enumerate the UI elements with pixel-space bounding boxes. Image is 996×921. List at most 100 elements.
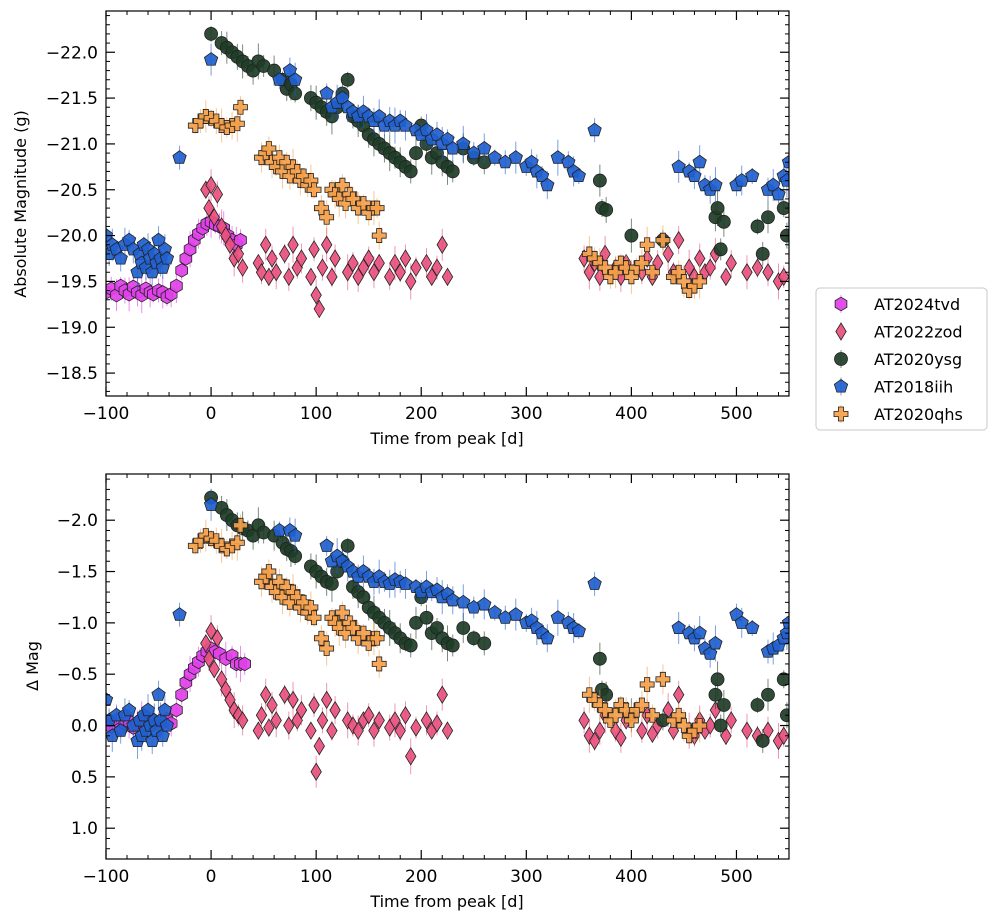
data-point-at2022zod <box>287 235 299 255</box>
data-point-at2018iih <box>140 702 156 717</box>
data-point-at2022zod <box>389 711 401 730</box>
data-point-at2022zod <box>405 747 417 766</box>
data-point-at2022zod <box>363 706 375 725</box>
data-point-at2018iih <box>172 607 187 621</box>
data-point-at2020ysg <box>592 651 607 666</box>
data-point-at2022zod <box>725 711 737 730</box>
data-point-at2020qhs <box>608 707 624 723</box>
data-point-at2018iih <box>121 702 137 717</box>
data-point-at2018iih <box>151 232 166 247</box>
data-point-at2022zod <box>260 685 272 704</box>
bottom-data-points <box>106 488 789 788</box>
data-point-at2024tvd <box>170 702 183 718</box>
data-point-at2020qhs <box>639 237 655 253</box>
bottom-x-axis-label: Time from peak [d] <box>369 892 523 911</box>
data-point-at2018iih <box>587 122 602 137</box>
data-point-at2020qhs <box>692 274 708 289</box>
data-point-at2018iih <box>487 150 502 164</box>
data-point-at2020qhs <box>319 209 335 225</box>
data-point-at2018iih <box>113 251 128 265</box>
y-tick-label: −20.0 <box>46 227 98 247</box>
data-point-at2022zod <box>278 244 291 264</box>
data-point-at2022zod <box>224 235 236 255</box>
data-point-at2022zod <box>662 244 674 264</box>
data-point-at2022zod <box>384 267 396 287</box>
top-data-points <box>106 25 789 319</box>
data-point-at2022zod <box>673 685 685 704</box>
top-y-ticks: −22.0 −21.5 −21.0 −20.5 −20.0 −19.5 −19.0 −18.5 <box>46 15 789 392</box>
data-point-at2022zod <box>441 721 454 740</box>
data-point-at2022zod <box>200 634 212 653</box>
data-point-at2018iih <box>771 186 786 201</box>
legend-label: AT2018iih <box>874 378 953 397</box>
data-point-at2020qhs <box>306 182 322 198</box>
data-point-at2022zod <box>368 721 380 740</box>
data-point-at2020ysg <box>716 698 731 712</box>
data-point-at2020ysg <box>599 203 614 217</box>
legend-marker-circle-icon <box>834 352 848 366</box>
data-point-at2022zod <box>310 762 322 781</box>
data-point-at2020ysg <box>445 638 460 653</box>
top-x-ticks: −100 0 100 200 300 400 500 <box>83 11 779 424</box>
x-tick-label: −100 <box>83 404 130 424</box>
data-point-at2020qhs <box>634 697 650 713</box>
data-point-at2022zod <box>278 685 291 704</box>
data-point-at2020ysg <box>204 27 218 41</box>
data-point-at2020qhs <box>639 677 655 692</box>
data-point-at2020ysg <box>713 718 728 733</box>
legend-item-at2020ysg: AT2020ysg <box>834 350 962 369</box>
x-tick-label: 400 <box>615 867 647 887</box>
data-point-at2018iih <box>159 718 175 732</box>
data-point-at2018iih <box>288 528 303 542</box>
data-point-at2020qhs <box>645 707 660 723</box>
bottom-y-ticks: −2.0 −1.5 −1.0 −0.5 0.0 0.5 1.0 <box>57 478 789 860</box>
legend-label: AT2024tvd <box>874 295 960 314</box>
data-point-at2022zod <box>270 262 282 282</box>
data-point-at2020qhs <box>692 718 708 733</box>
data-point-at2020ysg <box>445 164 460 179</box>
data-point-at2022zod <box>263 718 275 737</box>
data-point-at2022zod <box>725 253 737 273</box>
data-point-at2022zod <box>394 721 406 740</box>
data-point-at2020ysg <box>761 687 775 702</box>
data-point-at2018iih <box>151 687 166 701</box>
data-point-at2018iih <box>781 154 789 169</box>
data-point-at2022zod <box>326 721 338 740</box>
data-point-at2018iih <box>708 635 723 650</box>
data-point-at2020ysg <box>708 687 723 702</box>
data-point-at2020ysg <box>761 210 775 225</box>
data-point-at2022zod <box>741 262 753 282</box>
x-tick-label: 200 <box>405 404 437 424</box>
data-point-at2018iih <box>745 168 760 183</box>
data-point-at2018iih <box>272 72 287 86</box>
data-point-at2020qhs <box>306 610 322 626</box>
data-point-at2020ysg <box>325 576 339 591</box>
y-tick-label: −19.0 <box>46 318 98 338</box>
data-point-at2024tvd <box>175 687 188 702</box>
y-tick-label: −0.5 <box>57 665 98 685</box>
data-point-at2022zod <box>320 235 333 255</box>
y-tick-label: −20.5 <box>46 181 98 201</box>
top-y-axis-label: Absolute Magnitude (g) <box>11 110 30 298</box>
bottom-x-ticks: −100 0 100 200 300 400 500 <box>83 474 779 887</box>
top-plot-frame <box>105 10 790 397</box>
data-point-at2020ysg <box>713 242 728 257</box>
data-point-at2022zod <box>615 728 627 748</box>
data-point-at2018iih <box>106 228 114 242</box>
y-tick-label: 0.0 <box>71 717 98 737</box>
x-tick-label: 500 <box>720 867 752 887</box>
data-point-at2022zod <box>436 685 448 704</box>
data-point-at2020qhs <box>655 232 671 248</box>
data-point-at2020qhs <box>634 255 650 271</box>
data-point-at2020qhs <box>655 671 671 687</box>
data-point-at2018iih <box>508 150 523 164</box>
data-point-at2020ysg <box>403 638 418 653</box>
data-point-at2018iih <box>398 118 413 132</box>
data-point-at2020ysg <box>456 621 471 635</box>
data-point-at2020ysg <box>776 201 789 215</box>
data-point-at2024tvd <box>234 232 247 248</box>
data-point-at2022zod <box>762 262 774 282</box>
legend-marker-plus-icon <box>833 406 849 422</box>
data-point-at2020ysg <box>409 146 423 160</box>
data-point-at2022zod <box>405 272 417 291</box>
